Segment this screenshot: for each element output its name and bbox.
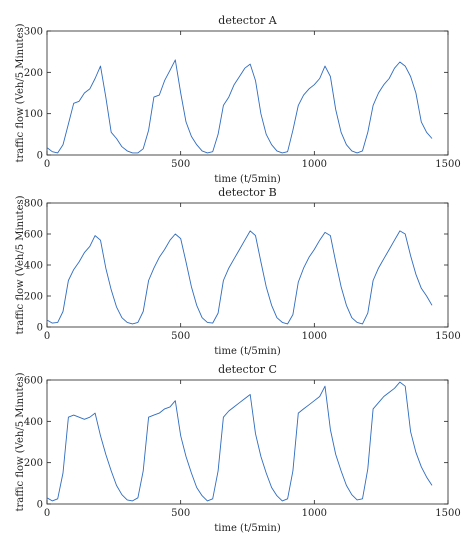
y-tick-label-b-1: 200 [24, 292, 43, 303]
x-tick-label-b-1: 500 [171, 331, 190, 342]
chart-panel-c: detector C 0 500 1000 1500 0 200 400 600 time (t/… [15, 363, 461, 534]
y-tick-label-c-3: 600 [24, 376, 43, 387]
y-tick-label-c-1: 200 [24, 458, 43, 469]
y-tick-label-b-2: 400 [24, 261, 43, 272]
x-tick-label-a-0: 0 [44, 159, 50, 170]
y-tick-label-b-0: 0 [37, 323, 43, 334]
y-tick-label-c-2: 400 [24, 417, 43, 428]
chart-title-b: detector B [218, 186, 277, 199]
y-tick-label-a-0: 0 [37, 151, 43, 162]
x-tick-label-c-1: 500 [171, 508, 190, 519]
x-tick-label-c-0: 0 [44, 508, 50, 519]
x-axis-label-a: time (t/5min) [214, 174, 281, 185]
x-tick-label-c-2: 1000 [302, 508, 327, 519]
x-tick-label-b-3: 1500 [435, 331, 460, 342]
x-axis-label-c: time (t/5min) [214, 523, 281, 534]
x-tick-label-c-3: 1500 [435, 508, 460, 519]
y-tick-label-a-3: 300 [24, 27, 43, 38]
x-tick-label-a-3: 1500 [435, 159, 460, 170]
x-tick-label-a-2: 1000 [302, 159, 327, 170]
y-tick-label-a-2: 200 [24, 68, 43, 79]
series-line-a-0 [46, 59, 433, 154]
x-axis-label-b: time (t/5min) [214, 346, 281, 357]
y-axis-label-c: traffic flow (Veh/5 Minutes) [15, 372, 26, 511]
plot-frame-a [46, 30, 449, 156]
series-line-c-0 [46, 381, 433, 502]
plot-frame-c [46, 379, 449, 505]
chart-panel-a: detector A 0 500 1000 1500 0 100 200 300 time (t/… [15, 14, 461, 185]
x-tick-label-b-0: 0 [44, 331, 50, 342]
y-tick-label-c-0: 0 [37, 500, 43, 511]
x-tick-label-a-1: 500 [171, 159, 190, 170]
y-axis-label-a: traffic flow (Veh/5 Minutes) [15, 23, 26, 162]
y-axis-label-b: traffic flow (Veh/5 Minutes) [15, 195, 26, 334]
y-tick-label-a-1: 100 [24, 109, 43, 120]
plot-frame-b [46, 202, 449, 328]
y-tick-label-b-3: 600 [24, 230, 43, 241]
chart-panel-b: detector B 0 500 1000 1500 0 200 400 600 800 time … [15, 186, 461, 357]
x-tick-label-b-2: 1000 [302, 331, 327, 342]
chart-title-a: detector A [218, 14, 277, 27]
chart-title-c: detector C [218, 363, 277, 376]
series-line-b-0 [46, 230, 433, 325]
y-tick-label-b-4: 800 [24, 199, 43, 210]
